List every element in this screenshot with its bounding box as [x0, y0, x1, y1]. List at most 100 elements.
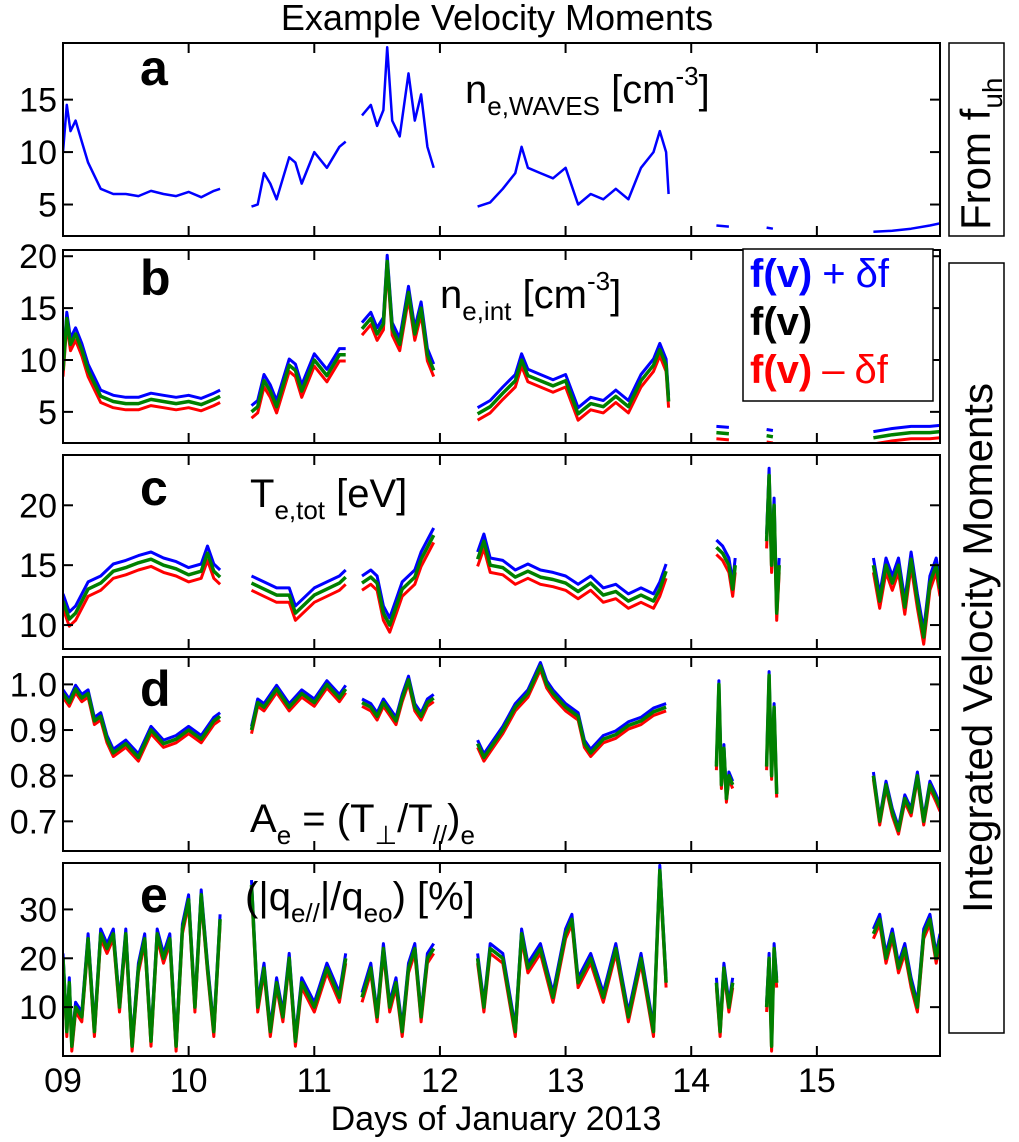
x-tick-label: 12 [421, 1062, 459, 1100]
x-axis-label: Days of January 2013 [331, 1100, 662, 1138]
y-tick-label: 10 [19, 989, 57, 1027]
panel-letter-c: c [140, 460, 168, 516]
y-tick-label: 5 [38, 394, 57, 432]
series-nominal-line [871, 557, 940, 639]
legend-entry-plus: f(v) + δf [750, 252, 890, 296]
y-tick-label: 15 [19, 82, 57, 120]
series-minus-line [476, 354, 671, 422]
series-plus-line [63, 310, 221, 400]
series-minus-line [250, 583, 347, 622]
series-plus-line [250, 568, 347, 608]
series-nominal-line [475, 868, 668, 1034]
series-minus-line [361, 541, 436, 634]
series-nominal-line [63, 687, 222, 760]
series-plus-line [250, 347, 346, 407]
side-label-bottom: Integrated Velocity Moments [954, 383, 1001, 913]
series-nominal-line [764, 473, 781, 615]
series-minus-line [63, 691, 221, 763]
y-tick-label: 15 [19, 290, 57, 328]
y-tick-label: 20 [19, 487, 57, 525]
panel-c: 20 15 10 [19, 454, 941, 650]
panel-d: 1.0 0.9 0.8 0.7 [10, 656, 941, 852]
panel-c-frame [62, 454, 941, 650]
series-waves-line [873, 222, 940, 234]
panel-d-data [63, 661, 940, 836]
y-tick-label: 10 [19, 134, 57, 172]
series-nominal-line [361, 678, 435, 723]
series-nominal-line [476, 664, 667, 760]
series-waves-line [766, 226, 774, 230]
series-waves-line [63, 103, 221, 199]
series-nominal-line [249, 884, 348, 1044]
y-tick-label: 30 [19, 891, 57, 929]
panel-e: 30 20 10 09 10 11 12 13 14 15 [19, 862, 941, 1100]
series-plus-line [873, 423, 940, 434]
panel-d-background [63, 657, 940, 851]
legend-box [742, 248, 934, 402]
series-nominal-line [714, 682, 735, 801]
y-tick-label: 20 [19, 238, 57, 276]
panel-e-data [63, 863, 940, 1053]
series-nominal-line [360, 946, 436, 1034]
series-nominal-line [714, 966, 735, 1034]
y-tick-label: 10 [19, 342, 57, 380]
panel-a: 15 10 5 [19, 42, 941, 237]
panel-letter-a: a [140, 40, 169, 96]
y-tick-label: 1.0 [10, 666, 57, 704]
series-waves-line [361, 45, 435, 169]
series-nominal-line [250, 575, 347, 615]
panel-c-data [63, 466, 940, 646]
series-nominal-line [361, 534, 436, 627]
series-minus-line [476, 668, 667, 763]
series-nominal-line [873, 429, 940, 440]
series-plus-line [63, 683, 221, 756]
legend-entry-minus: f(v) – δf [750, 348, 889, 392]
series-plus-line [476, 341, 671, 410]
series-waves-line [477, 129, 670, 208]
x-tick-label: 13 [547, 1062, 585, 1100]
side-box-bottom [948, 262, 1005, 1034]
panel-c-background [63, 455, 940, 649]
panel-d-frame [62, 656, 941, 852]
series-minus-line [63, 558, 222, 628]
series-minus-line [63, 323, 221, 413]
y-tick-label: 20 [19, 940, 57, 978]
panel-a-background [63, 43, 940, 236]
y-tick-label: 10 [19, 607, 57, 645]
panel-a-data [63, 45, 940, 234]
series-plus-line [766, 428, 774, 432]
x-tick-label: 15 [798, 1062, 836, 1100]
series-nominal-line [766, 433, 774, 439]
panel-b-label: ne,int [cm-3] [440, 266, 621, 326]
series-waves-line [251, 140, 347, 208]
series-plus-line [361, 527, 436, 620]
x-tick-label: 10 [170, 1062, 208, 1100]
side-box-top [948, 42, 1005, 237]
series-nominal-line [715, 545, 737, 591]
series-minus-line [250, 686, 347, 735]
series-nominal-line [63, 316, 221, 407]
x-tick-label: 09 [44, 1062, 82, 1100]
series-plus-line [250, 679, 347, 727]
y-tick-label: 0.8 [10, 758, 57, 796]
panel-letter-d: d [140, 661, 171, 717]
x-tick-label: 14 [672, 1062, 710, 1100]
series-nominal-line [476, 347, 671, 416]
y-tick-label: 0.7 [10, 803, 57, 841]
x-tick-label: 11 [297, 1062, 332, 1100]
side-label-top: From fuh [952, 78, 1008, 230]
series-nominal-line [764, 673, 779, 794]
panel-e-frame [62, 862, 941, 1057]
series-nominal-line [871, 917, 940, 1009]
series-plus-line [250, 880, 348, 1038]
chart-title: Example Velocity Moments [281, 0, 713, 38]
series-minus-line [476, 546, 668, 610]
y-tick-label: 5 [38, 187, 57, 225]
panel-a-frame [62, 42, 941, 237]
legend-entry-nominal: f(v) [750, 300, 812, 344]
series-minus-line [873, 436, 940, 443]
series-nominal-line [475, 539, 668, 603]
series-plus-line [63, 544, 222, 614]
series-plus-line [716, 424, 730, 429]
series-plus-line [714, 679, 735, 797]
